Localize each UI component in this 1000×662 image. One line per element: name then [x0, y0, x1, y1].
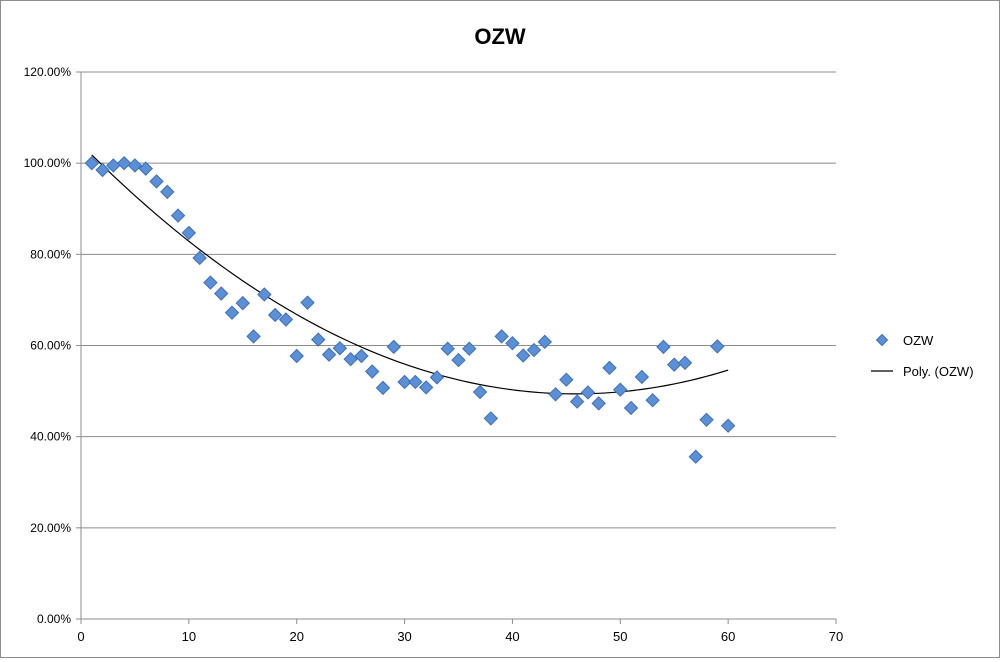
- data-point-ozw: [677, 355, 693, 371]
- data-point-ozw: [505, 336, 520, 351]
- data-point-ozw: [386, 339, 401, 355]
- data-point-ozw: [224, 305, 240, 320]
- data-point-ozw: [84, 155, 99, 171]
- data-points: [84, 155, 736, 464]
- data-point-ozw: [710, 339, 725, 354]
- data-point-ozw: [149, 174, 164, 189]
- data-point-ozw: [569, 394, 585, 409]
- data-point-ozw: [656, 339, 671, 355]
- data-point-ozw: [203, 275, 218, 290]
- data-point-ozw: [170, 208, 186, 223]
- x-tick-label: 40: [505, 629, 519, 644]
- data-point-ozw: [321, 347, 337, 362]
- data-point-ozw: [451, 352, 466, 368]
- data-point-ozw: [645, 392, 660, 408]
- data-point-ozw: [375, 380, 391, 396]
- x-tick-label: 0: [77, 629, 84, 644]
- x-tick-label: 10: [182, 629, 196, 644]
- data-point-ozw: [699, 412, 714, 428]
- legend-diamond-icon: [875, 333, 889, 347]
- data-point-ozw: [397, 374, 412, 390]
- data-point-ozw: [667, 357, 682, 372]
- data-point-ozw: [246, 329, 261, 344]
- data-point-ozw: [548, 387, 563, 402]
- trendline-poly-ozw: [91, 154, 729, 395]
- legend-label-ozw: OZW: [903, 333, 934, 348]
- data-point-ozw: [354, 348, 369, 364]
- data-point-ozw: [623, 400, 639, 416]
- data-point-ozw: [116, 155, 132, 171]
- y-tick-label: 80.00%: [30, 247, 71, 261]
- data-point-ozw: [214, 286, 229, 301]
- x-tick-label: 20: [289, 629, 303, 644]
- data-point-ozw: [408, 374, 423, 390]
- data-point-ozw: [95, 162, 110, 178]
- data-point-ozw: [537, 334, 552, 350]
- x-tick-label: 50: [613, 629, 627, 644]
- y-tick-label: 40.00%: [30, 430, 71, 444]
- data-point-ozw: [494, 329, 509, 344]
- data-point-ozw: [418, 380, 434, 395]
- data-point-ozw: [365, 364, 380, 379]
- trendline-layer: [91, 154, 729, 395]
- x-tick-label: 70: [829, 629, 843, 644]
- y-tick-label: 60.00%: [30, 339, 71, 353]
- data-point-ozw: [634, 369, 650, 385]
- data-point-ozw: [300, 295, 315, 310]
- data-point-ozw: [602, 360, 617, 376]
- data-point-ozw: [311, 332, 326, 347]
- data-point-ozw: [429, 370, 445, 385]
- data-point-ozw: [688, 449, 703, 464]
- data-point-ozw: [235, 295, 250, 311]
- data-point-ozw: [483, 411, 499, 426]
- data-point-ozw: [472, 384, 488, 400]
- data-point-ozw: [289, 348, 304, 364]
- data-point-ozw: [526, 342, 542, 358]
- data-point-ozw: [127, 158, 143, 173]
- data-point-ozw: [278, 312, 294, 327]
- x-tick-label: 30: [397, 629, 411, 644]
- y-tick-label: 20.00%: [30, 521, 71, 535]
- data-point-ozw: [613, 382, 628, 397]
- y-tick-label: 120.00%: [24, 65, 72, 79]
- legend-marker-ozw: [875, 333, 889, 347]
- data-point-ozw: [332, 341, 348, 356]
- chart-title: OZW: [474, 24, 526, 49]
- data-point-ozw: [267, 307, 283, 323]
- data-point-ozw: [138, 161, 153, 176]
- data-point-ozw: [343, 351, 358, 367]
- data-point-ozw: [559, 372, 574, 387]
- x-tick-label: 60: [721, 629, 735, 644]
- data-point-ozw: [181, 225, 197, 241]
- y-tick-label: 100.00%: [24, 156, 72, 170]
- data-point-ozw: [192, 250, 207, 266]
- legend-label-poly: Poly. (OZW): [903, 364, 974, 379]
- grid-lines: [81, 71, 836, 529]
- legend: OZW Poly. (OZW): [871, 333, 974, 379]
- data-point-ozw: [257, 287, 272, 302]
- axes: 0.00% 20.00% 40.00% 60.00% 80.00% 100.00% 120.…: [24, 65, 844, 644]
- data-point-ozw: [580, 385, 596, 400]
- data-point-ozw: [440, 341, 455, 356]
- data-point-ozw: [462, 341, 477, 356]
- data-point-ozw: [720, 418, 736, 433]
- data-point-ozw: [591, 396, 606, 411]
- y-tick-label: 0.00%: [37, 612, 71, 626]
- data-point-ozw: [516, 348, 531, 363]
- data-point-ozw: [160, 184, 175, 200]
